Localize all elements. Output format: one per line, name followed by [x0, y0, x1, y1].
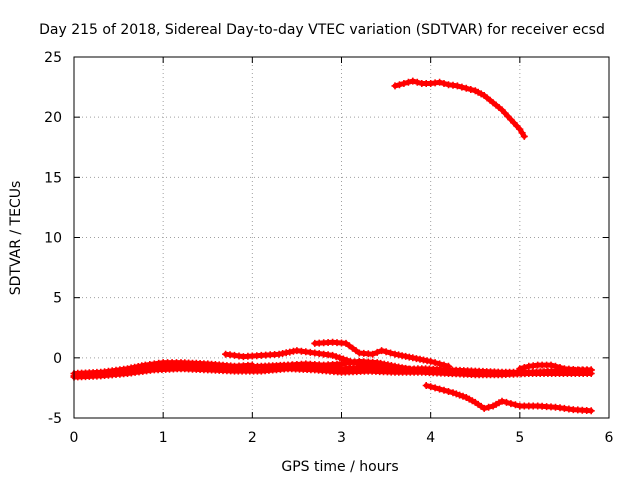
data-point [520, 132, 528, 140]
data-point [387, 349, 394, 357]
data-point [336, 354, 344, 362]
data-point [286, 348, 294, 356]
data-point [409, 77, 417, 85]
data-point [373, 348, 381, 356]
data-point [516, 365, 524, 373]
data-point [445, 362, 452, 370]
data-point [409, 366, 417, 374]
data-point [431, 384, 439, 392]
y-tick-label: 25 [44, 50, 62, 66]
data-point [396, 81, 403, 89]
x-axis-label: GPS time / hours [281, 459, 398, 475]
y-tick-label: 10 [44, 231, 62, 247]
data-point [329, 351, 337, 359]
x-tick-label: 4 [426, 430, 435, 446]
data-point [436, 385, 444, 393]
data-point [452, 390, 460, 398]
data-point [453, 82, 461, 90]
data-point [587, 407, 595, 415]
data-point [378, 347, 386, 355]
data-point [485, 403, 493, 411]
data-point [391, 82, 399, 90]
y-tick-label: 20 [44, 110, 62, 126]
data-point [445, 388, 452, 395]
data-point [440, 386, 448, 394]
data-point [427, 357, 435, 365]
data-point [467, 86, 475, 93]
data-point [124, 365, 131, 373]
data-point [431, 359, 439, 367]
data-point [400, 80, 408, 87]
series-sat-g [391, 77, 528, 140]
series-sat-i [516, 361, 595, 374]
series-sat-e [311, 338, 452, 370]
series-sat-f [266, 357, 417, 374]
data-point [369, 350, 377, 358]
x-tick-label: 5 [515, 430, 524, 446]
data-point [498, 397, 506, 405]
y-tick-label: 15 [44, 170, 62, 186]
x-tick-label: 0 [70, 430, 79, 446]
y-tick-label: 0 [53, 351, 62, 367]
data-point [458, 83, 466, 91]
data-point [556, 364, 564, 371]
x-tick-label: 6 [605, 430, 614, 446]
y-tick-label: 5 [53, 291, 62, 307]
data-point [409, 354, 417, 362]
data-point [462, 84, 470, 92]
y-tick-label: -5 [48, 411, 62, 427]
data-point [459, 392, 467, 400]
x-tick-label: 2 [248, 430, 257, 446]
series-line [423, 383, 594, 414]
data-point [440, 80, 448, 87]
data-point [440, 361, 448, 369]
data-point [511, 401, 519, 409]
y-axis-label: SDTVAR / TECUs [8, 181, 24, 296]
chart-title: Day 215 of 2018, Sidereal Day-to-day VTE… [39, 22, 605, 38]
series-sat-c [70, 359, 256, 377]
data-point [436, 78, 444, 86]
data-point [518, 129, 526, 137]
data-point [413, 78, 421, 86]
data-point [395, 351, 403, 359]
data-point [436, 360, 444, 368]
data-point [520, 364, 528, 371]
data-point [427, 383, 435, 391]
data-point [332, 353, 340, 361]
data-point [456, 391, 464, 399]
data-point [507, 400, 515, 408]
data-point [547, 361, 555, 369]
data-point [503, 398, 510, 406]
data-point [449, 389, 457, 397]
series-layer [70, 77, 595, 415]
x-tick-label: 3 [337, 430, 346, 446]
data-point [382, 348, 390, 356]
data-point [422, 382, 430, 389]
data-point [498, 370, 506, 377]
series-line [392, 78, 527, 139]
data-point [516, 125, 524, 133]
tick-layer: 0 1 2 3 4 5 6 -5 0 5 10 15 20 25 [44, 50, 613, 446]
data-point [587, 366, 595, 374]
series-sat-h [422, 382, 595, 415]
data-point [552, 362, 559, 370]
x-tick-label: 1 [159, 430, 168, 446]
data-point [480, 404, 488, 412]
data-point [404, 78, 412, 86]
data-point [248, 361, 256, 369]
